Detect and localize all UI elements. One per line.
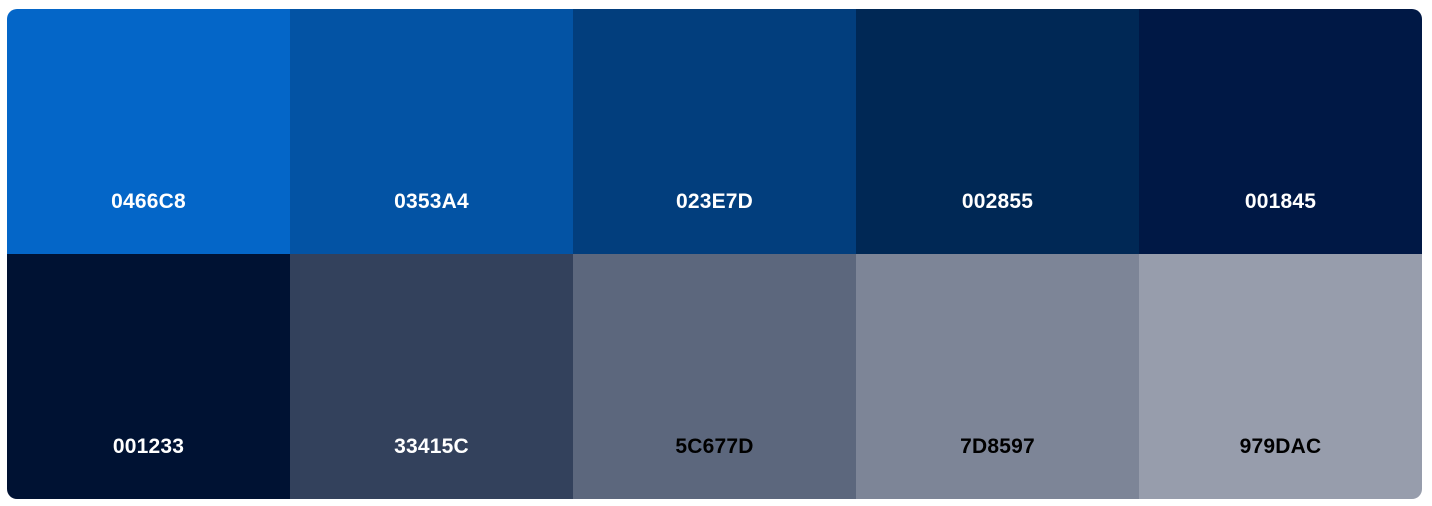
swatch-hex-label: 0353A4 xyxy=(394,190,469,213)
color-swatch-8[interactable]: 5C677D xyxy=(573,254,856,499)
color-swatch-9[interactable]: 7D8597 xyxy=(856,254,1139,499)
color-swatch-2[interactable]: 0353A4 xyxy=(290,9,573,254)
color-swatch-10[interactable]: 979DAC xyxy=(1139,254,1422,499)
color-swatch-5[interactable]: 001845 xyxy=(1139,9,1422,254)
color-palette: 0466C8 0353A4 023E7D 002855 001845 00123… xyxy=(7,9,1422,499)
swatch-hex-label: 33415C xyxy=(394,435,469,458)
color-swatch-7[interactable]: 33415C xyxy=(290,254,573,499)
swatch-hex-label: 5C677D xyxy=(675,435,754,458)
swatch-hex-label: 002855 xyxy=(961,190,1034,213)
swatch-hex-label: 023E7D xyxy=(675,190,754,213)
color-swatch-6[interactable]: 001233 xyxy=(7,254,290,499)
color-swatch-1[interactable]: 0466C8 xyxy=(7,9,290,254)
swatch-hex-label: 7D8597 xyxy=(960,435,1035,458)
color-swatch-4[interactable]: 002855 xyxy=(856,9,1139,254)
swatch-hex-label: 001233 xyxy=(112,435,185,458)
color-swatch-3[interactable]: 023E7D xyxy=(573,9,856,254)
swatch-hex-label: 0466C8 xyxy=(111,190,186,213)
swatch-hex-label: 001845 xyxy=(1244,190,1317,213)
swatch-hex-label: 979DAC xyxy=(1239,435,1322,458)
